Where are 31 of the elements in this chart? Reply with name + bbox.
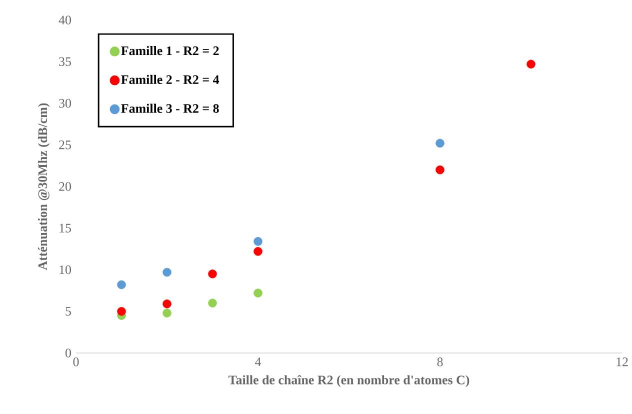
point — [162, 300, 172, 308]
point — [162, 308, 172, 318]
y-tick-label: 30 — [59, 98, 71, 108]
legend-label: Famille 2 - R2 = 4 — [121, 74, 220, 84]
point — [436, 138, 444, 148]
point — [254, 247, 262, 256]
y-tick-label: 10 — [60, 265, 71, 274]
point — [117, 280, 126, 290]
point — [436, 165, 444, 174]
point — [526, 60, 536, 69]
legend-label: Famille 1 - R2 = 2 — [121, 46, 219, 56]
point — [117, 306, 126, 316]
y-tick-label: 20 — [59, 182, 71, 191]
y-tick-label: 15 — [60, 224, 71, 232]
y-tick-label: 35 — [59, 57, 71, 66]
x-axis-title: Taille de chaîne R2 (en nombre d'atomes C) — [228, 375, 470, 387]
y-tick-label: 0 — [66, 348, 71, 358]
y-tick-label: 25 — [59, 140, 71, 150]
point — [254, 237, 262, 246]
x-tick-label: 0 — [73, 358, 79, 366]
legend-label: Famille 3 - R2 = 8 — [121, 104, 219, 113]
point — [162, 268, 172, 277]
point — [208, 270, 217, 278]
x-tick-label: 8 — [437, 358, 443, 366]
y-tick-label: 5 — [66, 307, 71, 316]
x-tick-label: 4 — [255, 358, 262, 366]
point — [254, 288, 262, 298]
x-tick-label: 12 — [616, 358, 628, 366]
y-tick-label: 40 — [58, 16, 71, 24]
y-axis-title: Atténuation @30Mhz (dB/cm) — [38, 103, 50, 270]
point — [208, 298, 217, 308]
